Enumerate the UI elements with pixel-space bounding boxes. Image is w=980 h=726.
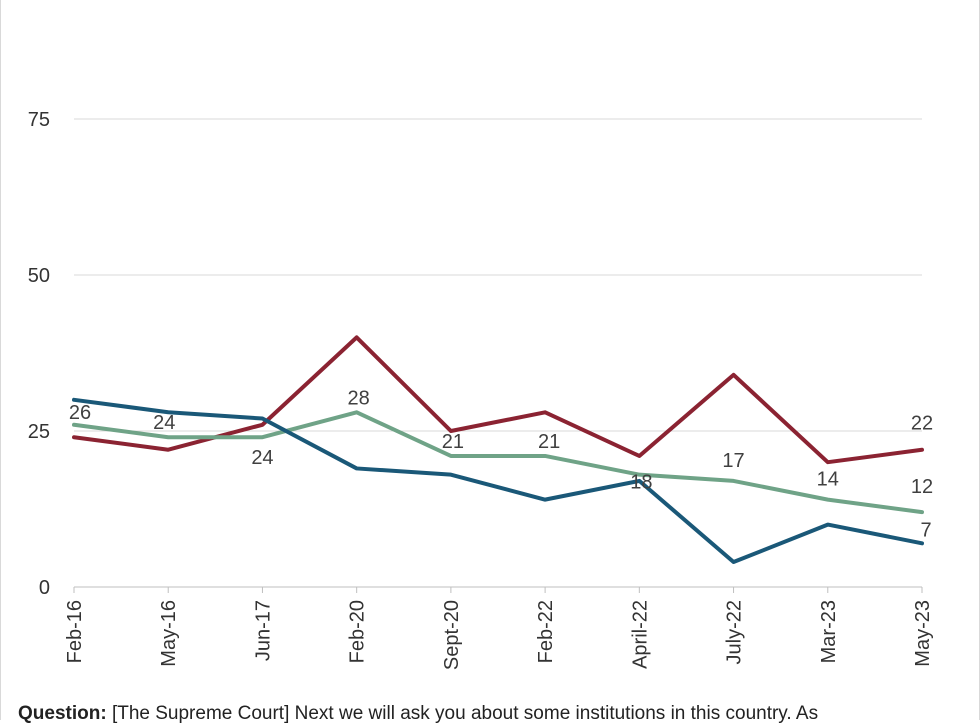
y-tick-label: 25 bbox=[28, 421, 50, 443]
question-caption: Question: [The Supreme Court] Next we wi… bbox=[18, 702, 978, 726]
series-line-1 bbox=[74, 412, 922, 512]
data-labels: 26 24 24 28 21 21 18 17 14 12 22 7 bbox=[69, 387, 933, 541]
x-axis-tick-labels: Feb-16 May-16 Jun-17 Feb-20 Sept-20 Feb-22 Apr… bbox=[64, 587, 934, 670]
series-line-2 bbox=[74, 400, 922, 562]
data-label: 26 bbox=[69, 402, 91, 424]
x-tick-label: Feb-16 bbox=[64, 600, 86, 663]
data-label: 7 bbox=[920, 519, 931, 541]
data-label: 28 bbox=[348, 387, 370, 409]
x-tick-label: Sept-20 bbox=[441, 600, 463, 670]
gridlines bbox=[74, 119, 922, 587]
question-label: Question: bbox=[18, 703, 107, 724]
question-text: [The Supreme Court] Next we will ask you… bbox=[107, 703, 818, 724]
x-tick-label: Jun-17 bbox=[252, 600, 274, 661]
x-tick-label: Mar-23 bbox=[818, 600, 840, 663]
x-tick-label: July-22 bbox=[724, 600, 746, 664]
x-tick-label: Feb-20 bbox=[347, 600, 369, 663]
y-tick-label: 0 bbox=[39, 577, 50, 599]
series-lines bbox=[74, 337, 922, 562]
data-label: 17 bbox=[722, 450, 744, 472]
x-tick-label: May-16 bbox=[158, 600, 180, 667]
data-label: 24 bbox=[153, 412, 175, 434]
data-label: 21 bbox=[538, 431, 560, 453]
x-tick-label: Feb-22 bbox=[535, 600, 557, 663]
data-label: 14 bbox=[817, 469, 839, 491]
x-tick-label: April-22 bbox=[629, 600, 651, 669]
data-label: 24 bbox=[251, 447, 273, 469]
y-tick-label: 50 bbox=[28, 265, 50, 287]
x-tick-label: May-23 bbox=[912, 600, 934, 667]
data-label: 22 bbox=[911, 413, 933, 435]
data-label: 18 bbox=[630, 472, 652, 494]
data-label: 12 bbox=[911, 476, 933, 498]
data-label: 21 bbox=[442, 431, 464, 453]
y-tick-label: 75 bbox=[28, 109, 50, 131]
series-line-0 bbox=[74, 337, 922, 462]
y-axis-tick-labels: 0 25 50 75 bbox=[28, 109, 50, 599]
